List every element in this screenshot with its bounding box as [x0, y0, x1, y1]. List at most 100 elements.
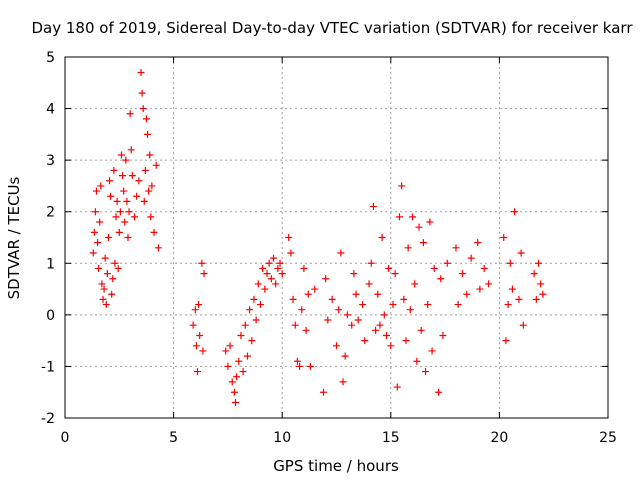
data-point	[226, 342, 234, 350]
data-point	[141, 166, 149, 174]
data-point	[95, 264, 103, 272]
data-point	[335, 306, 343, 314]
data-point	[437, 275, 445, 283]
x-tick-label: 10	[273, 430, 291, 446]
y-tick-label: -1	[41, 359, 55, 375]
data-point	[530, 270, 538, 278]
data-point	[389, 301, 397, 309]
data-point	[243, 352, 251, 360]
data-point	[199, 347, 207, 355]
data-point	[430, 264, 438, 272]
y-tick-label: 1	[46, 256, 55, 272]
data-point	[287, 249, 295, 257]
data-point	[142, 115, 150, 123]
data-point	[293, 357, 301, 365]
data-point	[374, 290, 382, 298]
data-point	[411, 280, 419, 288]
data-point	[259, 264, 267, 272]
data-point	[228, 378, 236, 386]
data-point	[517, 249, 525, 257]
data-point	[102, 301, 110, 309]
data-point	[91, 208, 99, 216]
data-point	[417, 326, 425, 334]
data-point	[289, 295, 297, 303]
data-point	[124, 234, 132, 241]
data-point	[90, 228, 98, 236]
data-point	[144, 130, 152, 138]
data-point	[152, 161, 160, 169]
data-point	[101, 254, 109, 262]
x-tick-label: 20	[490, 430, 508, 446]
data-point	[126, 110, 134, 118]
data-point	[256, 301, 264, 309]
x-tick-label: 15	[382, 430, 400, 446]
data-point	[500, 234, 508, 241]
data-point	[502, 337, 510, 345]
data-point	[537, 280, 545, 288]
data-point	[367, 259, 375, 267]
data-point	[376, 321, 384, 329]
data-point	[125, 208, 133, 216]
data-point	[192, 342, 200, 350]
grid-lines	[65, 57, 608, 418]
data-point	[322, 275, 330, 283]
data-point	[111, 259, 119, 267]
y-tick-label: 4	[46, 102, 55, 118]
data-point	[270, 254, 278, 262]
data-point	[131, 213, 139, 221]
data-point	[393, 383, 401, 391]
data-point	[343, 311, 351, 319]
data-points	[89, 68, 547, 407]
data-point	[539, 290, 547, 298]
data-point	[426, 218, 434, 226]
data-point	[117, 151, 125, 159]
y-tick-label: 0	[46, 308, 55, 324]
data-point	[237, 331, 245, 339]
data-point	[296, 362, 304, 370]
data-point	[139, 105, 147, 113]
data-point	[235, 357, 243, 365]
data-point	[261, 285, 269, 293]
data-point	[100, 285, 108, 293]
data-point	[428, 347, 436, 355]
data-point	[511, 208, 519, 216]
data-point	[352, 290, 360, 298]
data-point	[98, 280, 106, 288]
data-point	[267, 275, 275, 283]
data-point	[302, 326, 310, 334]
data-point	[339, 378, 347, 386]
data-point	[191, 306, 199, 314]
data-point	[278, 270, 286, 278]
data-point	[285, 234, 293, 241]
data-point	[382, 331, 390, 339]
data-point	[106, 177, 114, 185]
data-point	[265, 259, 273, 267]
data-point	[415, 223, 423, 231]
data-point	[122, 156, 130, 164]
data-point	[435, 388, 443, 396]
data-point	[304, 290, 312, 298]
data-point	[385, 264, 393, 272]
data-point	[250, 295, 258, 303]
data-point	[419, 239, 427, 247]
data-point	[515, 295, 523, 303]
plot-frame	[64, 56, 609, 419]
data-point	[439, 331, 447, 339]
chart-title: Day 180 of 2019, Sidereal Day-to-day VTE…	[32, 19, 634, 37]
y-tick-label: 2	[46, 205, 55, 221]
data-point	[110, 166, 118, 174]
data-point	[263, 270, 271, 278]
data-point	[138, 89, 146, 97]
data-point	[341, 352, 349, 360]
data-point	[298, 306, 306, 314]
data-point	[145, 187, 153, 195]
data-point	[474, 239, 482, 247]
x-tick-label: 0	[61, 430, 70, 446]
data-point	[127, 146, 135, 154]
data-point	[348, 321, 356, 329]
data-point	[230, 388, 238, 396]
data-point	[146, 151, 154, 159]
data-point	[443, 259, 451, 267]
data-point	[337, 249, 345, 257]
